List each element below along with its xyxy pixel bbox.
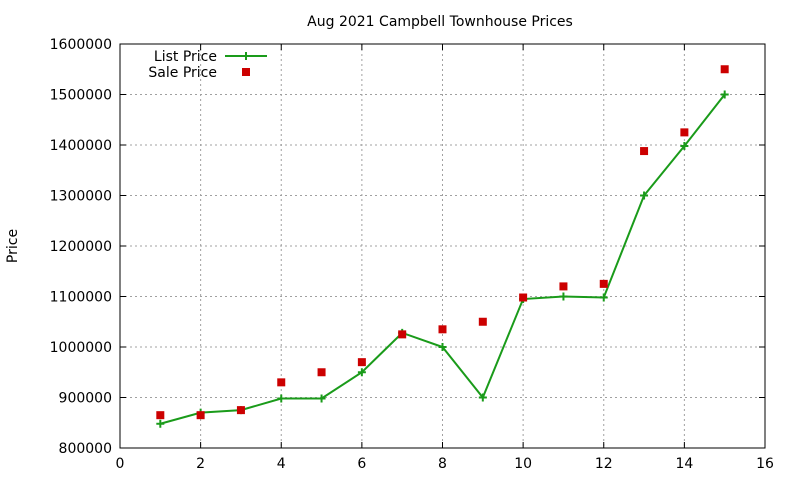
y-tick-label: 1600000	[50, 37, 112, 53]
y-tick-label: 800000	[59, 441, 112, 457]
sale-price-point	[277, 378, 286, 387]
y-axis-label: Price	[5, 229, 21, 263]
sale-price-point	[236, 406, 245, 415]
y-tick-label: 1400000	[50, 138, 112, 154]
list-price-point	[438, 343, 447, 351]
y-tick-label: 1300000	[50, 189, 112, 205]
list-price-point	[317, 394, 326, 403]
sale-price-point	[720, 65, 729, 74]
sale-price-point	[559, 282, 568, 291]
list-price-point	[277, 394, 286, 403]
y-tick-label: 1500000	[50, 88, 112, 104]
sale-price-point	[519, 293, 528, 302]
y-tick-label: 1000000	[50, 340, 112, 356]
list-price-point	[720, 90, 729, 99]
sale-price-point	[398, 330, 407, 339]
x-tick-label: 16	[756, 456, 774, 472]
legend-marker-list-price	[242, 52, 250, 60]
x-tick-label: 12	[595, 456, 613, 472]
x-tick-label: 8	[438, 456, 447, 472]
list-price-point	[559, 292, 568, 301]
chart-title: Aug 2021 Campbell Townhouse Prices	[307, 14, 573, 30]
sale-price-point	[357, 358, 366, 367]
list-price-point	[599, 293, 608, 302]
y-tick-label: 900000	[59, 391, 112, 407]
list-price-point	[640, 191, 649, 200]
legend-label-list-price: List Price	[154, 49, 217, 65]
list-price-point	[156, 419, 165, 428]
sale-price-point	[478, 317, 487, 326]
x-tick-label: 14	[675, 456, 693, 472]
sale-price-point	[599, 279, 608, 288]
legend-swatch-sale-price	[242, 68, 250, 76]
sale-price-point	[680, 128, 689, 137]
plot-frame	[119, 43, 766, 449]
y-tick-label: 1100000	[50, 290, 112, 306]
sale-price-point	[438, 325, 447, 334]
series-layer	[156, 65, 729, 428]
sale-price-point	[640, 147, 649, 156]
list-price-point	[478, 393, 487, 402]
sale-price-point	[156, 411, 165, 420]
grid-lines	[120, 44, 765, 448]
legend-label-sale-price: Sale Price	[148, 65, 217, 81]
tick-labels: 0 2 4 6 8 10 12 14 16 800000 900000 1000000 1100000 1…	[50, 37, 774, 472]
y-tick-label: 1200000	[50, 239, 112, 255]
x-tick-label: 0	[116, 456, 125, 472]
sale-price-point	[196, 411, 205, 420]
list-price-point	[357, 368, 366, 377]
x-tick-label: 10	[514, 456, 532, 472]
sale-price-point	[317, 368, 326, 377]
list-price-point	[680, 142, 689, 151]
x-tick-label: 4	[277, 456, 286, 472]
x-tick-label: 6	[357, 456, 366, 472]
x-tick-label: 2	[196, 456, 205, 472]
